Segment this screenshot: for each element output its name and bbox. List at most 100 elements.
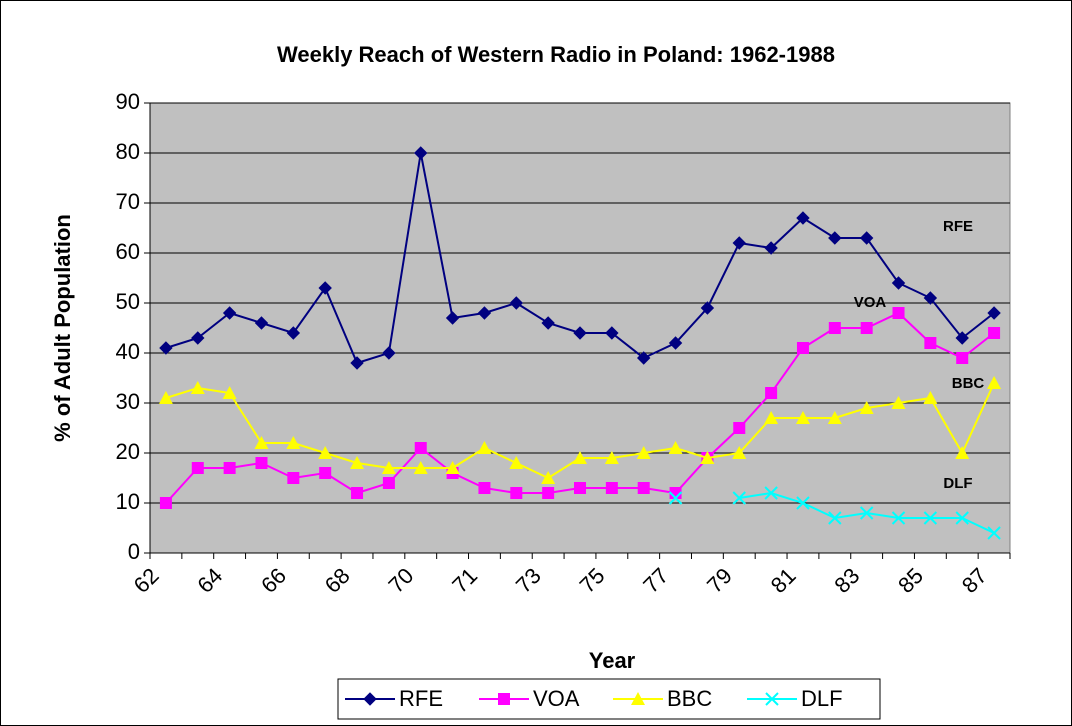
series xyxy=(158,376,1002,484)
marker xyxy=(955,511,969,525)
marker xyxy=(445,311,460,325)
marker xyxy=(700,301,715,315)
marker xyxy=(477,306,492,320)
marker xyxy=(955,446,970,459)
marker xyxy=(381,461,396,474)
marker xyxy=(445,461,460,474)
marker xyxy=(286,436,301,449)
marker xyxy=(541,471,556,484)
x-axis-label: Year xyxy=(589,648,636,673)
marker xyxy=(574,482,586,494)
chart-title: Weekly Reach of Western Radio in Poland:… xyxy=(277,42,835,67)
marker xyxy=(222,386,237,399)
y-tick-label: 30 xyxy=(116,389,140,414)
marker xyxy=(636,446,651,459)
marker xyxy=(350,456,365,469)
marker xyxy=(765,387,778,399)
marker xyxy=(956,352,969,364)
marker xyxy=(700,451,715,464)
y-tick-label: 20 xyxy=(116,439,140,464)
marker xyxy=(765,692,779,706)
marker xyxy=(573,451,587,464)
marker xyxy=(159,341,173,355)
marker xyxy=(636,351,651,365)
marker xyxy=(255,457,268,469)
marker xyxy=(318,446,333,459)
marker xyxy=(828,322,841,334)
y-tick-label: 10 xyxy=(116,489,140,514)
y-tick-label: 60 xyxy=(116,239,140,264)
marker xyxy=(828,511,842,525)
marker xyxy=(796,342,809,354)
annotation: DLF xyxy=(943,475,972,492)
marker xyxy=(382,346,396,360)
series xyxy=(159,307,1001,509)
marker xyxy=(892,307,905,319)
marker xyxy=(158,391,173,404)
y-tick-label: 70 xyxy=(116,189,140,214)
marker xyxy=(542,487,555,499)
marker xyxy=(923,391,938,404)
marker xyxy=(414,146,428,160)
marker xyxy=(860,322,873,334)
marker xyxy=(363,692,377,706)
y-tick-label: 40 xyxy=(116,339,140,364)
marker xyxy=(795,411,810,424)
annotation: VOA xyxy=(854,294,887,311)
marker xyxy=(605,482,618,494)
y-tick-label: 80 xyxy=(116,139,140,164)
marker xyxy=(286,326,301,340)
marker xyxy=(733,422,746,434)
marker xyxy=(764,486,778,500)
marker xyxy=(891,276,906,290)
annotation: BBC xyxy=(952,375,985,392)
marker xyxy=(955,331,969,345)
marker xyxy=(191,462,204,474)
marker xyxy=(732,491,746,505)
marker xyxy=(222,306,237,320)
marker xyxy=(478,482,491,494)
marker xyxy=(859,401,874,414)
marker xyxy=(988,327,1001,339)
marker xyxy=(223,462,236,474)
legend-label: RFE xyxy=(399,686,443,711)
marker xyxy=(796,496,810,510)
marker xyxy=(987,526,1001,540)
marker xyxy=(924,337,937,349)
marker xyxy=(413,461,428,474)
marker xyxy=(891,511,906,525)
marker xyxy=(510,487,523,499)
marker xyxy=(287,472,300,484)
marker xyxy=(987,376,1002,389)
series xyxy=(159,146,1001,370)
marker xyxy=(509,296,524,310)
marker xyxy=(859,231,874,245)
marker xyxy=(477,441,492,454)
marker xyxy=(764,411,779,424)
marker xyxy=(827,411,842,424)
legend-label: VOA xyxy=(533,686,580,711)
annotation: RFE xyxy=(943,218,973,235)
marker xyxy=(987,306,1001,320)
legend-label: BBC xyxy=(667,686,712,711)
marker xyxy=(319,467,332,479)
marker xyxy=(668,491,683,505)
marker xyxy=(605,326,619,340)
y-axis-label: % of Adult Population xyxy=(50,214,75,442)
y-tick-label: 50 xyxy=(116,289,140,314)
marker xyxy=(350,356,364,370)
marker xyxy=(631,692,645,705)
marker xyxy=(732,236,746,250)
marker xyxy=(351,487,364,499)
marker xyxy=(732,446,747,459)
series xyxy=(668,486,1001,540)
marker xyxy=(668,336,683,350)
marker xyxy=(159,497,172,509)
marker xyxy=(382,477,395,489)
marker xyxy=(859,506,874,520)
marker xyxy=(190,381,205,394)
marker xyxy=(254,316,269,330)
marker xyxy=(604,451,619,464)
marker xyxy=(796,211,810,225)
